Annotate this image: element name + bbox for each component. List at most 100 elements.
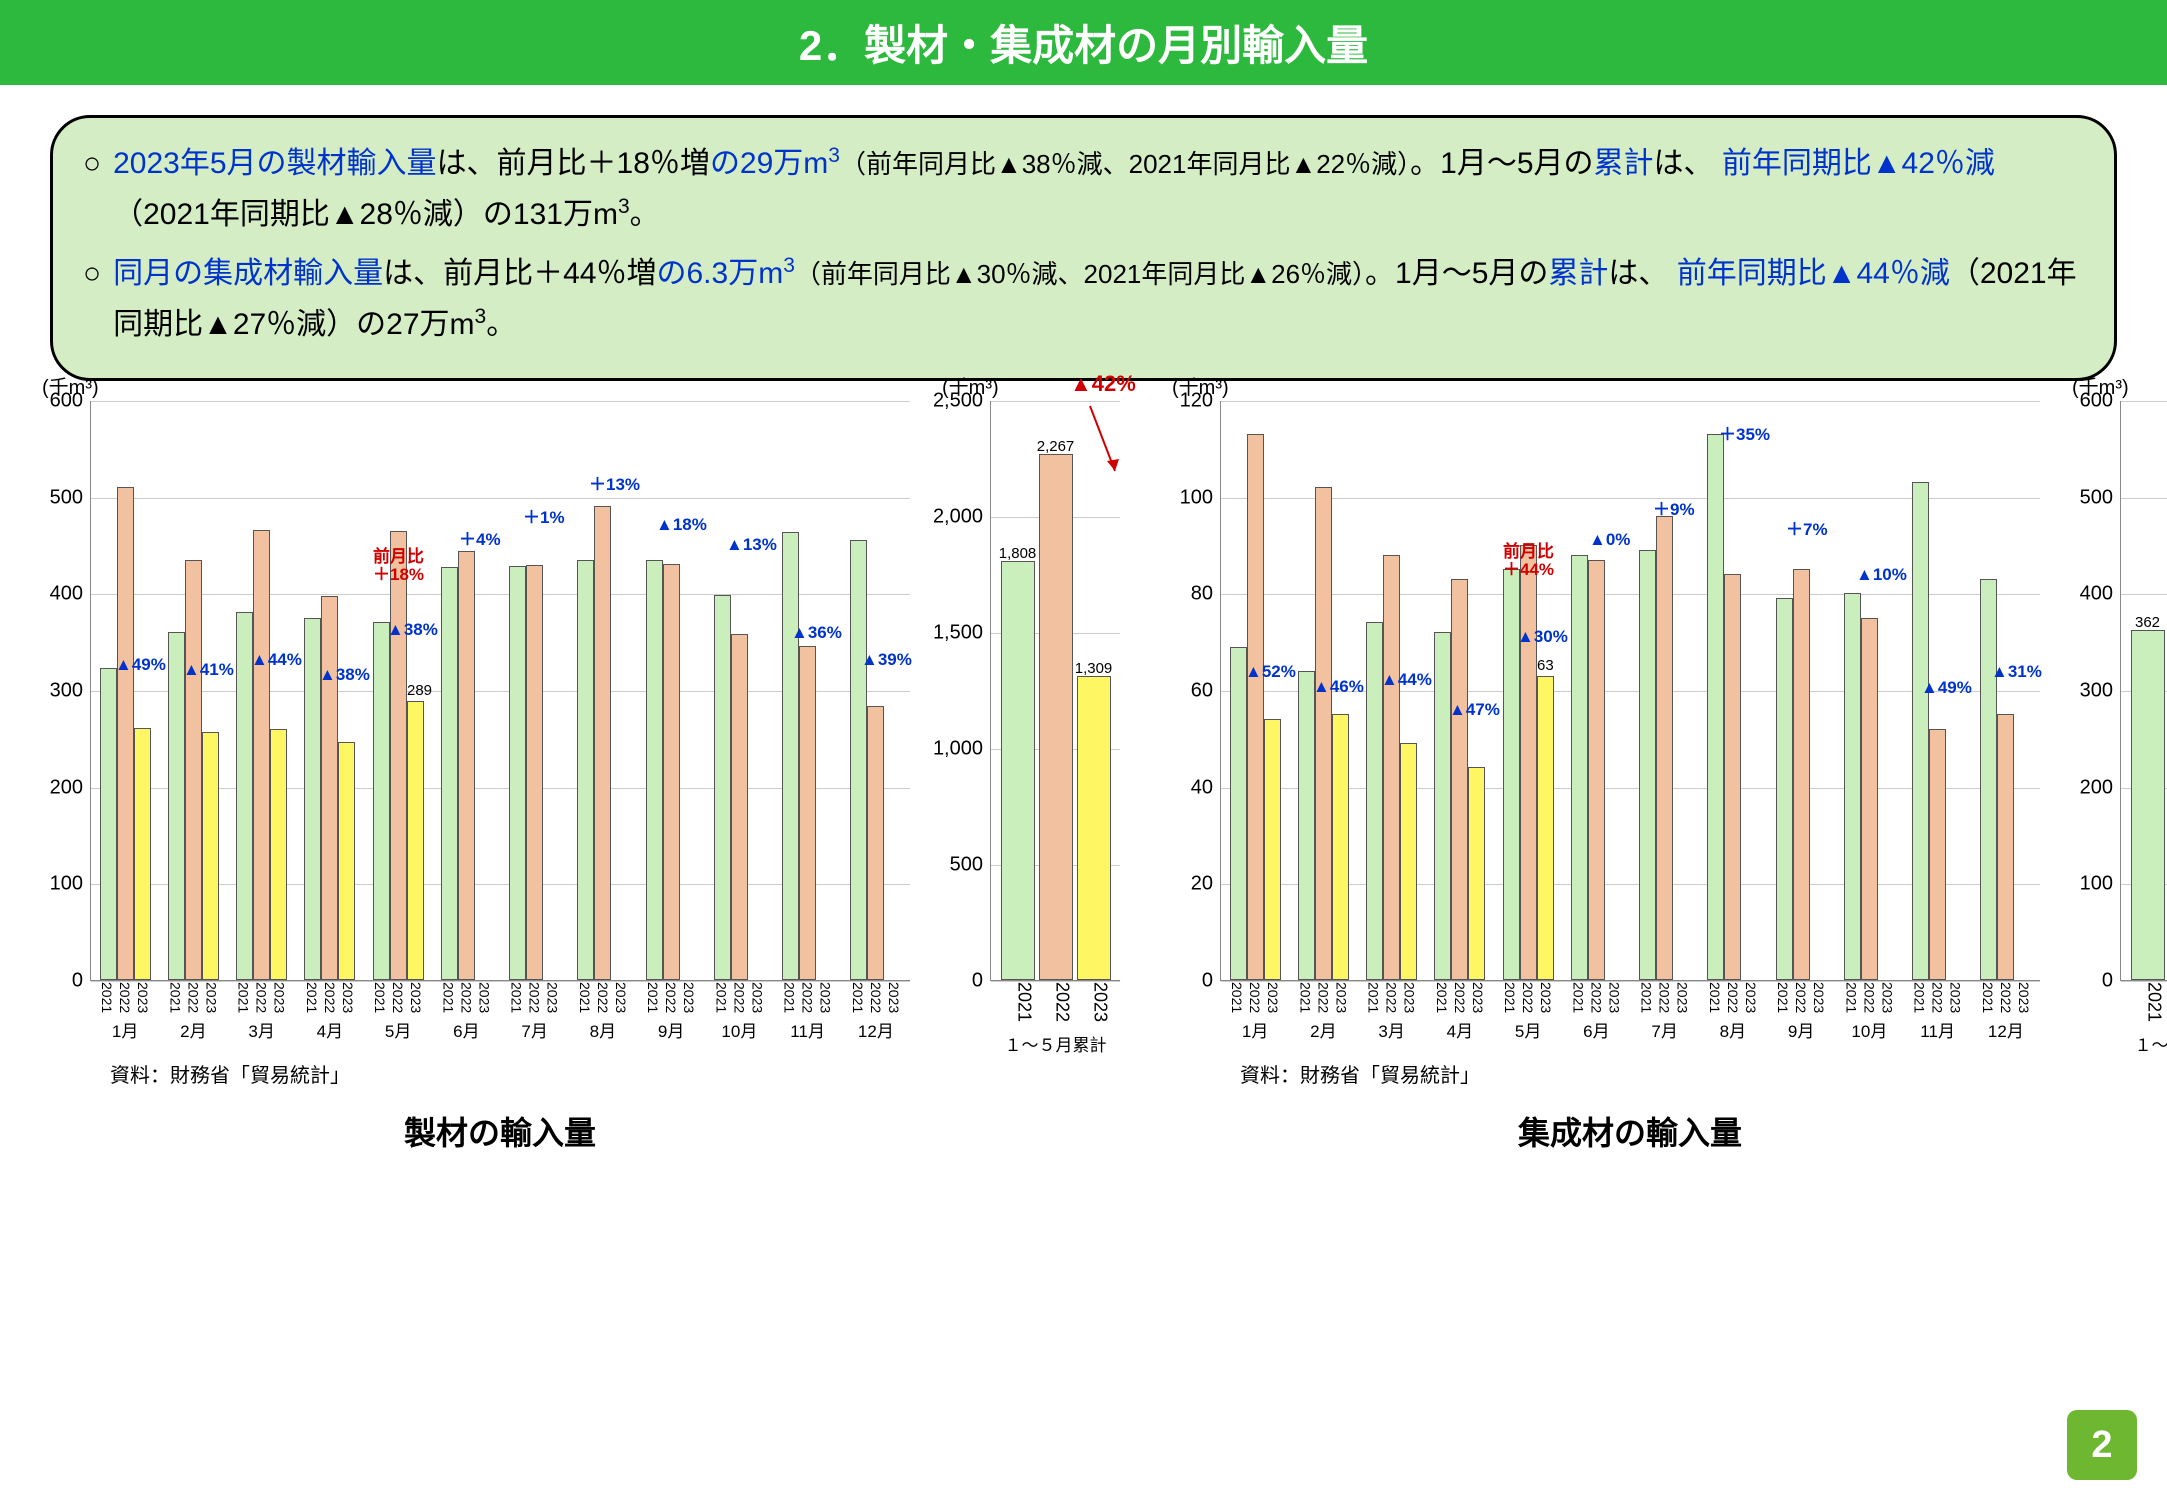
bar <box>1724 574 1741 980</box>
chart2-title: 集成材の輸入量 <box>1220 1108 2040 1154</box>
bar <box>782 532 799 980</box>
bar <box>1520 545 1537 980</box>
month-label: 9月 <box>1788 1017 1814 1042</box>
bar <box>1298 671 1315 980</box>
bar <box>134 728 151 980</box>
bar <box>1537 676 1554 981</box>
chart-annotation: ▲18% <box>656 515 707 535</box>
bar <box>202 732 219 980</box>
month-label: 2月 <box>1310 1017 1336 1042</box>
page-number: 2 <box>2067 1410 2137 1480</box>
ytick-label: 60 <box>1191 680 1221 703</box>
page-title: 2．製材・集成材の月別輸入量 <box>0 0 2167 85</box>
source-text: 資料：財務省「貿易統計」 <box>1240 1059 2040 1088</box>
bar <box>1383 555 1400 980</box>
bar <box>867 706 884 980</box>
bar <box>185 560 202 981</box>
month-label: 8月 <box>1720 1017 1746 1042</box>
chart-annotation: ▲38% <box>319 665 370 685</box>
ytick-label: 500 <box>50 486 91 509</box>
ytick-label: 0 <box>1202 970 1221 993</box>
bar <box>663 564 680 980</box>
bar <box>338 742 355 980</box>
chart1-monthly: (千m³) 0100200300400500600289▲49%▲41%▲44%… <box>90 401 910 1154</box>
bar <box>1468 767 1485 980</box>
bar <box>253 530 270 980</box>
chart-annotation: ▲39% <box>861 650 912 670</box>
cum-bar: 2,267 <box>1039 454 1073 980</box>
bar <box>1639 550 1656 980</box>
bar <box>1400 743 1417 980</box>
ytick-label: 120 <box>1180 390 1221 413</box>
summary-text: 2023年5月の製材輸入量 <box>113 147 436 180</box>
month-label: 9月 <box>658 1017 684 1042</box>
chart-annotation: ▲47% <box>1449 700 1500 720</box>
month-label: 10月 <box>1851 1017 1887 1042</box>
chart-annotation: ＋4% <box>459 525 501 550</box>
month-label: 1月 <box>1242 1017 1268 1042</box>
ytick-label: 80 <box>1191 583 1221 606</box>
bar <box>731 634 748 980</box>
bar <box>1451 579 1468 980</box>
chart-annotation: ▲10% <box>1856 565 1907 585</box>
bar <box>799 646 816 980</box>
month-label: 1月 <box>112 1017 138 1042</box>
bar <box>1776 598 1793 980</box>
cum-bar: 362 <box>2131 630 2165 980</box>
bar <box>1332 714 1349 980</box>
ytick-label: 100 <box>50 873 91 896</box>
ytick-label: 100 <box>1180 486 1221 509</box>
bar <box>526 565 543 980</box>
bar <box>1588 560 1605 981</box>
chart-annotation: ▲31% <box>1991 662 2042 682</box>
chart1-title: 製材の輸入量 <box>90 1108 910 1154</box>
chart-annotation: ▲44% <box>1381 670 1432 690</box>
ytick-label: 0 <box>72 970 91 993</box>
cum-xlabel: １～５月累計 <box>991 1031 1120 1056</box>
chart-annotation: ▲44% <box>251 650 302 670</box>
bar <box>321 596 338 980</box>
month-label: 4月 <box>317 1017 343 1042</box>
chart-annotation: ＋1% <box>523 503 565 528</box>
month-label: 3月 <box>248 1017 274 1042</box>
bar <box>1247 434 1264 980</box>
bar <box>117 487 134 980</box>
ytick-label: 400 <box>50 583 91 606</box>
month-label: 5月 <box>1515 1017 1541 1042</box>
chart-annotation: ＋7% <box>1786 515 1828 540</box>
chart-annotation: ▲49% <box>1921 678 1972 698</box>
bar <box>646 560 663 981</box>
bar <box>373 622 390 980</box>
chart-annotation: ＋9% <box>1653 495 1695 520</box>
chart-annotation: 前月比＋18% <box>373 548 424 585</box>
bar <box>1434 632 1451 980</box>
bar <box>509 566 526 980</box>
bullet-icon: ○ <box>83 248 101 350</box>
bar <box>168 632 185 980</box>
month-label: 3月 <box>1378 1017 1404 1042</box>
chart-annotation: 前月比＋44% <box>1503 543 1554 580</box>
bar <box>1315 487 1332 980</box>
ytick-label: 300 <box>50 680 91 703</box>
month-label: 11月 <box>790 1017 825 1042</box>
month-label: 12月 <box>858 1017 894 1042</box>
bar <box>594 506 611 980</box>
ytick-label: 600 <box>50 390 91 413</box>
cum-bar: 1,309 <box>1077 676 1111 980</box>
bar <box>1230 647 1247 981</box>
chart-annotation: ▲13% <box>726 535 777 555</box>
month-label: 12月 <box>1988 1017 2024 1042</box>
month-label: 11月 <box>1920 1017 1955 1042</box>
bar <box>390 531 407 980</box>
chart-annotation: ▲38% <box>387 620 438 640</box>
chart2-monthly: (千m³) 02040608010012063▲52%▲46%▲44%▲47%前… <box>1220 401 2040 1154</box>
cum-bar: 1,808 <box>1001 561 1035 980</box>
bar <box>270 729 287 980</box>
source-text: 資料：財務省「貿易統計」 <box>110 1059 910 1088</box>
bar <box>1980 579 1997 980</box>
bar <box>100 668 117 980</box>
chart2-cumulative: (千m³) ▲44% 01002003004005006003624772652… <box>2120 401 2167 1154</box>
bar <box>1571 555 1588 980</box>
chart-annotation: ▲0% <box>1589 530 1630 550</box>
month-label: 6月 <box>1583 1017 1609 1042</box>
